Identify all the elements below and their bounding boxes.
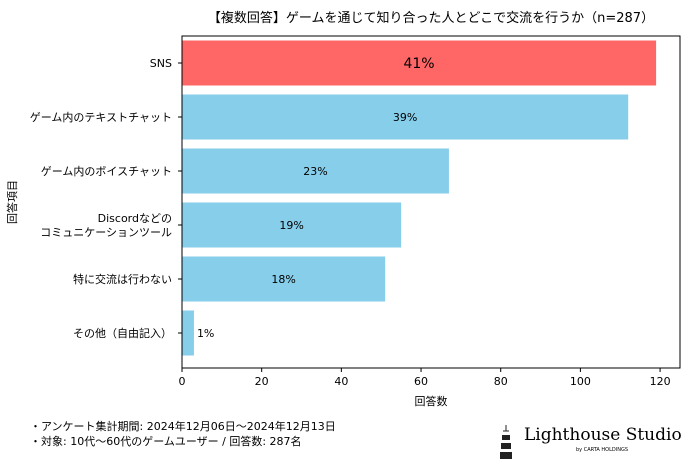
x-tick-label: 120 <box>650 375 671 388</box>
data-label: 39% <box>393 111 417 124</box>
x-tick-label: 40 <box>334 375 348 388</box>
logo-name: Lighthouse Studio <box>524 425 682 445</box>
x-tick-label: 0 <box>179 375 186 388</box>
x-tick-label: 60 <box>414 375 428 388</box>
survey-period-note: ・アンケート集計期間: 2024年12月06日〜2024年12月13日 <box>30 420 336 433</box>
category-label: Discordなどの <box>98 212 172 225</box>
x-axis-label: 回答数 <box>415 394 448 408</box>
category-label: コミュニケーションツール <box>40 226 172 239</box>
bar <box>182 94 629 140</box>
data-label: 18% <box>271 273 295 286</box>
data-label: 23% <box>303 165 327 178</box>
x-tick-label: 100 <box>570 375 591 388</box>
data-label: 41% <box>403 56 434 72</box>
category-label: SNS <box>150 57 172 70</box>
y-axis-label: 回答項目 <box>5 180 19 224</box>
data-label: 1% <box>197 327 214 340</box>
category-label: その他（自由記入） <box>73 326 172 340</box>
x-tick-label: 80 <box>494 375 508 388</box>
category-label: ゲーム内のボイスチャット <box>41 164 172 178</box>
bar <box>182 40 657 86</box>
bar <box>182 148 449 194</box>
bar-chart: 【複数回答】ゲームを通じて知り合った人とどこで交流を行うか（n=287） SNS 4… <box>5 10 681 408</box>
category-label: ゲーム内のテキストチャット <box>30 110 172 124</box>
data-label: 19% <box>279 219 303 232</box>
bar <box>182 310 194 356</box>
x-tick-label: 20 <box>255 375 269 388</box>
lighthouse-icon <box>500 425 512 459</box>
survey-target-note: ・対象: 10代〜60代のゲームユーザー / 回答数: 287名 <box>30 435 302 448</box>
logo-sub: by CARTA HOLDINGS <box>576 447 629 453</box>
category-label: 特に交流は行わない <box>73 272 172 286</box>
lighthouse-studio-logo: Lighthouse Studio by CARTA HOLDINGS <box>498 425 688 460</box>
bar <box>182 202 402 248</box>
bar <box>182 256 386 302</box>
chart-title: 【複数回答】ゲームを通じて知り合った人とどこで交流を行うか（n=287） <box>208 10 654 26</box>
plot-frame <box>181 35 681 369</box>
